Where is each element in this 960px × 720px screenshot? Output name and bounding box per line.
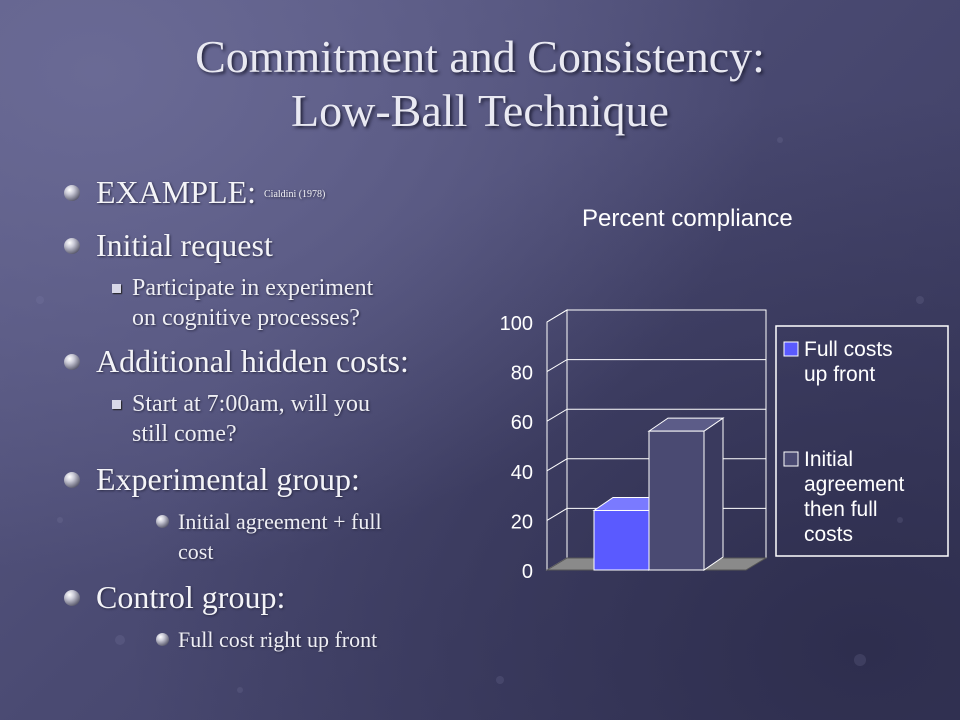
participate-line-2: on cognitive processes? (132, 305, 360, 331)
experimental-line-2: cost (178, 539, 214, 564)
square-bullet-icon (112, 400, 121, 409)
bullet-list: EXAMPLE: Cialdini (1978) Initial request… (62, 172, 482, 655)
gridline (546, 408, 766, 422)
gridline (546, 309, 766, 323)
bullet-initial-request: Initial request (62, 225, 482, 265)
chart-side-wall (546, 309, 568, 571)
bullet-ball-icon (64, 238, 80, 254)
sub-bullet-experimental: Initial agreement + full cost (62, 507, 482, 567)
y-tick-label: 60 (511, 412, 533, 434)
initial-request-text: Initial request (96, 227, 273, 263)
bullet-ball-icon (64, 472, 80, 488)
bullet-example: EXAMPLE: Cialdini (1978) (62, 172, 482, 215)
legend-swatch (783, 451, 799, 467)
chart-title: Percent compliance (582, 205, 793, 232)
bullet-experimental-group: Experimental group: (62, 459, 482, 499)
slide-title-line-1: Commitment and Consistency: (195, 31, 765, 82)
control-group-text: Control group: (96, 579, 286, 615)
y-tick-label: 0 (522, 561, 533, 583)
y-tick-label: 100 (500, 313, 533, 335)
participate-line-1: Participate in experiment (132, 275, 374, 301)
legend-label: up front (804, 363, 875, 386)
bullet-control-group: Control group: (62, 577, 482, 617)
start-time-line-2: still come? (132, 421, 237, 447)
legend-label: costs (804, 523, 853, 546)
legend-swatch (783, 341, 799, 357)
bullet-ball-icon (64, 185, 80, 201)
bullet-ball-icon (64, 354, 80, 370)
sub-bullet-ball-icon (156, 633, 169, 646)
sub-bullet-control: Full cost right up front (62, 625, 482, 655)
experimental-group-text: Experimental group: (96, 461, 360, 497)
bar (648, 430, 705, 571)
experimental-line-1: Initial agreement + full (178, 509, 382, 534)
gridline (546, 359, 766, 373)
square-bullet-icon (112, 284, 121, 293)
legend-label: Initial (804, 448, 853, 471)
legend-label: Full costs (804, 338, 893, 361)
y-tick-label: 40 (511, 462, 533, 484)
sub-bullet-ball-icon (156, 515, 169, 528)
bar (593, 509, 650, 571)
legend-label: then full (804, 498, 878, 521)
sub-bullet-start-time: Start at 7:00am, will you still come? (62, 389, 482, 449)
example-label: EXAMPLE: (96, 174, 256, 210)
bullet-hidden-costs: Additional hidden costs: (62, 341, 482, 381)
bar-side (703, 417, 724, 571)
slide-title: Commitment and Consistency: Low-Ball Tec… (0, 30, 960, 138)
control-detail-text: Full cost right up front (178, 627, 378, 652)
example-citation: Cialdini (1978) (264, 189, 326, 200)
hidden-costs-text: Additional hidden costs: (96, 343, 409, 379)
legend-box (775, 325, 949, 557)
start-time-line-1: Start at 7:00am, will you (132, 391, 370, 417)
bullet-ball-icon (64, 590, 80, 606)
legend-label: agreement (804, 473, 905, 496)
slide-title-line-2: Low-Ball Technique (291, 85, 669, 136)
sub-bullet-participate: Participate in experiment on cognitive p… (62, 273, 482, 333)
y-tick-label: 80 (511, 363, 533, 385)
y-tick-label: 20 (511, 511, 533, 533)
